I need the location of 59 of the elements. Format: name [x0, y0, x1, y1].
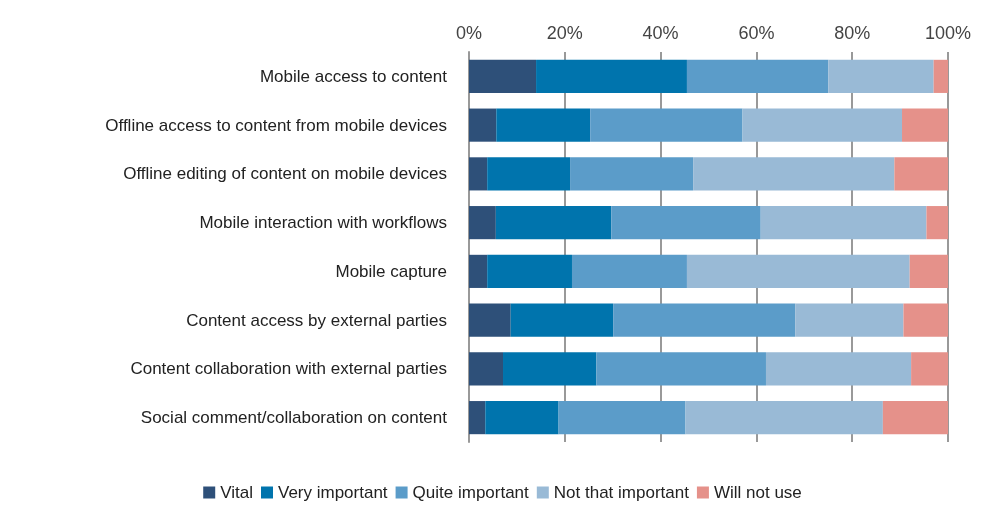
bar: [485, 401, 559, 435]
bar: [902, 108, 948, 142]
y-tick-label: Social comment/collaboration on content: [140, 408, 448, 428]
x-tick-label: 80%: [834, 23, 871, 43]
bar: [496, 108, 591, 142]
bar: [571, 254, 687, 288]
bar: [590, 108, 743, 142]
x-tick-label: 0%: [455, 23, 483, 43]
bar: [903, 303, 948, 337]
bar: [487, 254, 572, 288]
bar: [570, 157, 694, 191]
bar: [611, 206, 761, 240]
legend-label: Vital: [220, 483, 253, 502]
y-tick-label: Content collaboration with external parties: [130, 359, 447, 379]
bar: [795, 303, 904, 337]
x-tick-label: 60%: [738, 23, 775, 43]
bar: [469, 59, 537, 93]
bar: [760, 206, 927, 240]
bar: [469, 206, 496, 240]
bar: [686, 254, 910, 288]
bar: [926, 206, 948, 240]
bar: [685, 401, 883, 435]
bar: [536, 59, 687, 93]
bar: [742, 108, 903, 142]
y-tick-label: Mobile access to content: [259, 66, 448, 86]
bar: [510, 303, 614, 337]
bar: [495, 206, 612, 240]
bar: [882, 401, 948, 435]
legend-label: Very important: [277, 483, 388, 502]
y-tick-label: Content access by external parties: [186, 310, 447, 330]
legend-label: Will not use: [713, 483, 802, 502]
bar: [469, 352, 504, 386]
bar: [765, 352, 912, 386]
bar: [911, 352, 948, 386]
legend-label: Not that important: [553, 483, 690, 502]
bar: [894, 157, 948, 191]
legend-label: Quite important: [412, 483, 530, 502]
y-tick-label: Offline access to content from mobile devices: [105, 115, 447, 135]
y-tick-label: Mobile interaction with workflows: [199, 213, 447, 233]
bar: [469, 254, 488, 288]
bar: [558, 401, 686, 435]
bar: [469, 401, 486, 435]
bar: [487, 157, 571, 191]
bar: [596, 352, 766, 386]
y-tick-label: Offline editing of content on mobile devices: [123, 164, 447, 184]
bar: [613, 303, 796, 337]
bar: [828, 59, 934, 93]
bar: [469, 108, 497, 142]
bar: [469, 157, 488, 191]
bar: [933, 59, 948, 93]
bar: [503, 352, 597, 386]
bar: [693, 157, 895, 191]
bar: [469, 303, 511, 337]
bar: [686, 59, 829, 93]
x-tick-label: 20%: [546, 23, 583, 43]
x-tick-label: 100%: [924, 23, 972, 43]
y-tick-label: Mobile capture: [335, 261, 447, 281]
bar: [909, 254, 948, 288]
x-tick-label: 40%: [642, 23, 679, 43]
